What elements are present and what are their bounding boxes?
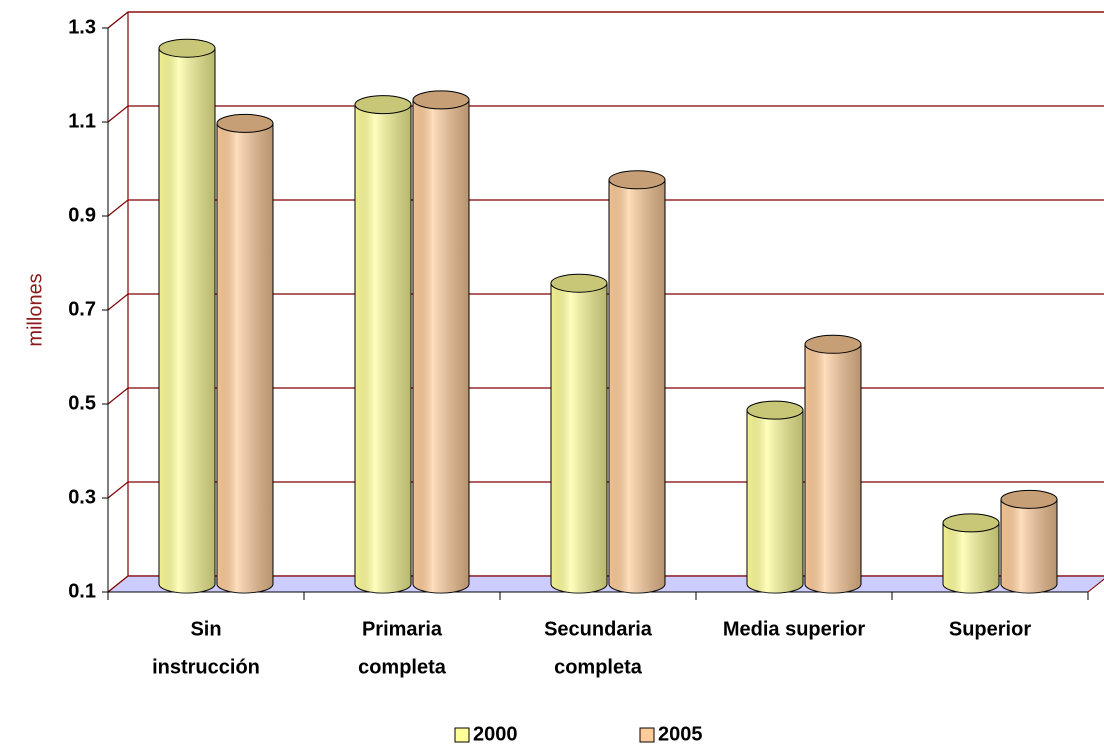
- bar: [942, 513, 1000, 594]
- bar-shade: [805, 344, 861, 593]
- bar-shade: [747, 410, 803, 593]
- x-tick-label: Media superior: [723, 618, 865, 640]
- bar-top: [1000, 489, 1058, 509]
- bar: [550, 273, 608, 594]
- grid-diag: [107, 199, 129, 217]
- bar-top: [412, 90, 470, 110]
- legend-swatch: [454, 727, 470, 743]
- grid-diag: [107, 575, 129, 593]
- bar-top: [550, 273, 608, 293]
- x-tick-label: Primaria: [362, 618, 443, 640]
- bar: [354, 95, 412, 594]
- bar-shade: [943, 522, 999, 593]
- x-tick-label: Superior: [949, 618, 1031, 640]
- bar: [746, 400, 804, 594]
- y-axis-label: millones: [24, 273, 46, 346]
- bar: [804, 334, 862, 594]
- x-tick-label: completa: [358, 656, 447, 678]
- bar-top: [608, 170, 666, 190]
- bar-top: [942, 513, 1000, 533]
- grid-diag: [107, 293, 129, 311]
- y-tick-label: 1.3: [68, 16, 96, 38]
- bar-top-shade: [805, 335, 861, 354]
- legend-swatch: [639, 727, 655, 743]
- y-tick-label: 1.1: [68, 110, 96, 132]
- legend-label: 2000: [473, 723, 518, 745]
- y-tick-label: 0.3: [68, 486, 96, 508]
- legend-label: 2005: [658, 723, 703, 745]
- bar-top-shade: [355, 95, 411, 114]
- bar-top-shade: [747, 401, 803, 420]
- bar: [216, 113, 274, 594]
- bar-top: [746, 400, 804, 420]
- bar-top-shade: [551, 274, 607, 293]
- bar-top-shade: [413, 90, 469, 109]
- bar-top-shade: [217, 114, 273, 133]
- bar-shade: [217, 123, 273, 593]
- bar-top-shade: [609, 170, 665, 189]
- bar-top-shade: [1001, 490, 1057, 509]
- bar-shade: [1001, 499, 1057, 593]
- bar-top: [354, 95, 412, 115]
- grid-diag: [107, 105, 129, 123]
- grid-diag: [107, 387, 129, 405]
- x-tick-label: Sin: [190, 618, 221, 640]
- bar-top: [216, 113, 274, 133]
- grid-diag: [107, 481, 129, 499]
- bar-shade: [551, 283, 607, 593]
- bar-top-shade: [159, 39, 215, 58]
- x-tick-label: completa: [554, 656, 643, 678]
- y-tick-label: 0.9: [68, 204, 96, 226]
- bar-top: [158, 38, 216, 58]
- grid-diag: [107, 11, 129, 29]
- y-tick-label: 0.7: [68, 298, 96, 320]
- bar: [1000, 489, 1058, 594]
- x-tick-label: Secundaria: [544, 618, 653, 640]
- y-tick-label: 0.1: [68, 580, 96, 602]
- bar: [158, 38, 216, 594]
- bar-shade: [355, 104, 411, 593]
- bar-shade: [609, 179, 665, 594]
- bar: [608, 170, 666, 594]
- bar-shade: [413, 99, 469, 593]
- x-tick-label: instrucción: [152, 656, 260, 678]
- bar-shade: [159, 48, 215, 593]
- bar-top-shade: [943, 513, 999, 532]
- bar: [412, 90, 470, 594]
- y-tick-label: 0.5: [68, 392, 96, 414]
- bar-top: [804, 334, 862, 354]
